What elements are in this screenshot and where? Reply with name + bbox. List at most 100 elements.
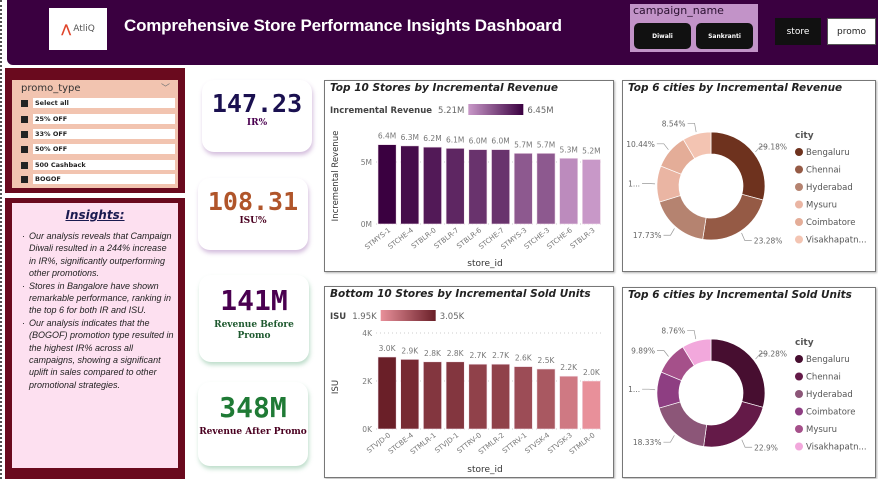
data-label: 2.7K [492, 351, 510, 360]
page-title: Comprehensive Store Performance Insights… [124, 16, 562, 35]
data-label: 5.7M [537, 140, 555, 149]
insight-point: Our analysis reveals that Campaign Diwal… [22, 230, 174, 280]
bar [400, 145, 420, 225]
kpi-label: Revenue Before Promo [214, 320, 294, 341]
filter-item-label: BOGOF [33, 174, 175, 184]
bar [513, 153, 533, 225]
filter-item-25-off[interactable]: 25% OFF [21, 114, 175, 124]
legend-title: city [795, 338, 814, 348]
cities-revenue-donut: Top 6 cities by Incremental Revenue 29.18… [622, 80, 876, 272]
filter-item-50-off[interactable]: 50% OFF [21, 144, 175, 154]
logo-icon: ⋀ [61, 22, 72, 36]
leader-line [663, 435, 675, 443]
y-tick-label: 4K [362, 329, 373, 338]
data-label: 6.2M [423, 134, 441, 143]
donut-slice [710, 131, 766, 201]
x-tick-label: STBLR-3 [569, 226, 597, 250]
legend-marker-icon [795, 165, 803, 174]
filter-item-500-cashback[interactable]: 500 Cashback [21, 160, 175, 170]
bar [423, 146, 442, 225]
data-label: 1... [628, 385, 640, 394]
x-axis-label: store_id [467, 465, 502, 475]
checkbox[interactable] [21, 130, 28, 138]
logo-text: AtliQ [73, 24, 95, 34]
bar [491, 363, 510, 430]
atliq-logo: ⋀ AtliQ [49, 8, 107, 50]
data-label: 10.44% [626, 140, 655, 149]
insights-box: Insights: Our analysis reveals that Camp… [12, 203, 178, 468]
kpi-card-ir: 147.23 IR% [202, 80, 312, 152]
checkbox[interactable] [21, 161, 28, 169]
promo-type-label: promo_type [21, 83, 81, 94]
data-label: 23.28% [754, 236, 783, 245]
checkbox[interactable] [21, 175, 28, 183]
store-page-button[interactable]: store [775, 18, 821, 45]
data-label: 2.9K [401, 346, 419, 355]
bar [377, 356, 397, 430]
donut-slice [659, 195, 707, 240]
filter-item-select-all[interactable]: Select all [21, 98, 175, 108]
data-label: 2.6K [515, 354, 533, 363]
legend-max: 3.05K [440, 312, 465, 322]
checkbox[interactable] [21, 145, 28, 153]
data-label: 17.73% [633, 231, 662, 240]
legend-label: Incremental Revenue [330, 106, 432, 116]
legend-marker-icon [795, 407, 803, 416]
bar [581, 159, 601, 225]
legend-item: Hyderabad [806, 183, 853, 193]
legend-item: Bengaluru [806, 148, 850, 158]
campaign-sankranti-button[interactable]: Sankranti [696, 23, 753, 49]
data-label: 8.76% [661, 326, 685, 335]
bar [491, 149, 510, 225]
bar [423, 361, 442, 430]
bar [400, 359, 420, 430]
donut-slice [710, 338, 766, 408]
leader-line [642, 388, 656, 391]
campaign-diwali-button[interactable]: Diwali [634, 23, 691, 49]
kpi-card-isu: 108.31 ISU% [198, 178, 308, 250]
y-axis-label: Incremental Revenue [331, 131, 341, 222]
checkbox[interactable] [21, 115, 28, 123]
leader-line [741, 439, 753, 448]
data-label: 1... [628, 180, 640, 189]
promo-page-button[interactable]: promo [827, 18, 876, 45]
legend-marker-icon [795, 442, 803, 451]
legend-item: Mysuru [806, 201, 837, 211]
filter-item-label: 25% OFF [33, 114, 175, 124]
bar [445, 361, 465, 430]
bar-chart-svg: ISU 1.95K 3.05K0K2K4KISU3.0KSTVJD-02.9KSTC… [330, 310, 603, 475]
filter-item-label: Select all [33, 98, 175, 108]
donut-chart-svg: 29.28% 22.9% 18.33% 1... 9.89% 8.76% city Benga… [628, 326, 866, 452]
chevron-down-icon[interactable]: ﹀ [160, 84, 170, 94]
y-axis-label: ISU [331, 380, 341, 394]
legend-item: Bengaluru [806, 355, 850, 365]
checkbox[interactable] [21, 99, 28, 107]
filter-item-label: 500 Cashback [33, 160, 175, 170]
bottom-stores-isu-chart: Bottom 10 Stores by Incremental Sold Uni… [324, 286, 614, 478]
kpi-card-revenue-after: 348M Revenue After Promo [198, 382, 308, 466]
legend-item: Coimbatore [806, 408, 855, 418]
y-tick-label: 0K [362, 425, 373, 434]
data-label: 5.3M [559, 145, 577, 154]
data-label: 5.2M [582, 147, 600, 156]
legend-label: ISU [330, 312, 346, 322]
leader-line [755, 146, 768, 153]
data-label: 6.1M [446, 135, 464, 144]
legend-marker-icon [795, 372, 803, 381]
data-label: 5.7M [514, 140, 532, 149]
legend-min: 5.21M [438, 106, 464, 116]
kpi-value: 108.31 [207, 187, 299, 216]
legend-marker-icon [795, 183, 803, 191]
filter-item-label: 50% OFF [33, 144, 175, 154]
legend-item: Mysuru [806, 425, 837, 435]
data-label: 2.2K [560, 363, 578, 372]
legend-item: Chennai [806, 166, 841, 176]
bar [559, 375, 579, 430]
filter-item-label: 33% OFF [33, 129, 175, 139]
filter-item-33-off[interactable]: 33% OFF [21, 129, 175, 139]
legend-min: 1.95K [352, 312, 377, 322]
leader-line [663, 228, 675, 236]
y-tick-label: 5M [361, 158, 372, 167]
x-tick-label: STCHE-4 [387, 226, 416, 251]
filter-item-bogof[interactable]: BOGOF [21, 174, 175, 184]
